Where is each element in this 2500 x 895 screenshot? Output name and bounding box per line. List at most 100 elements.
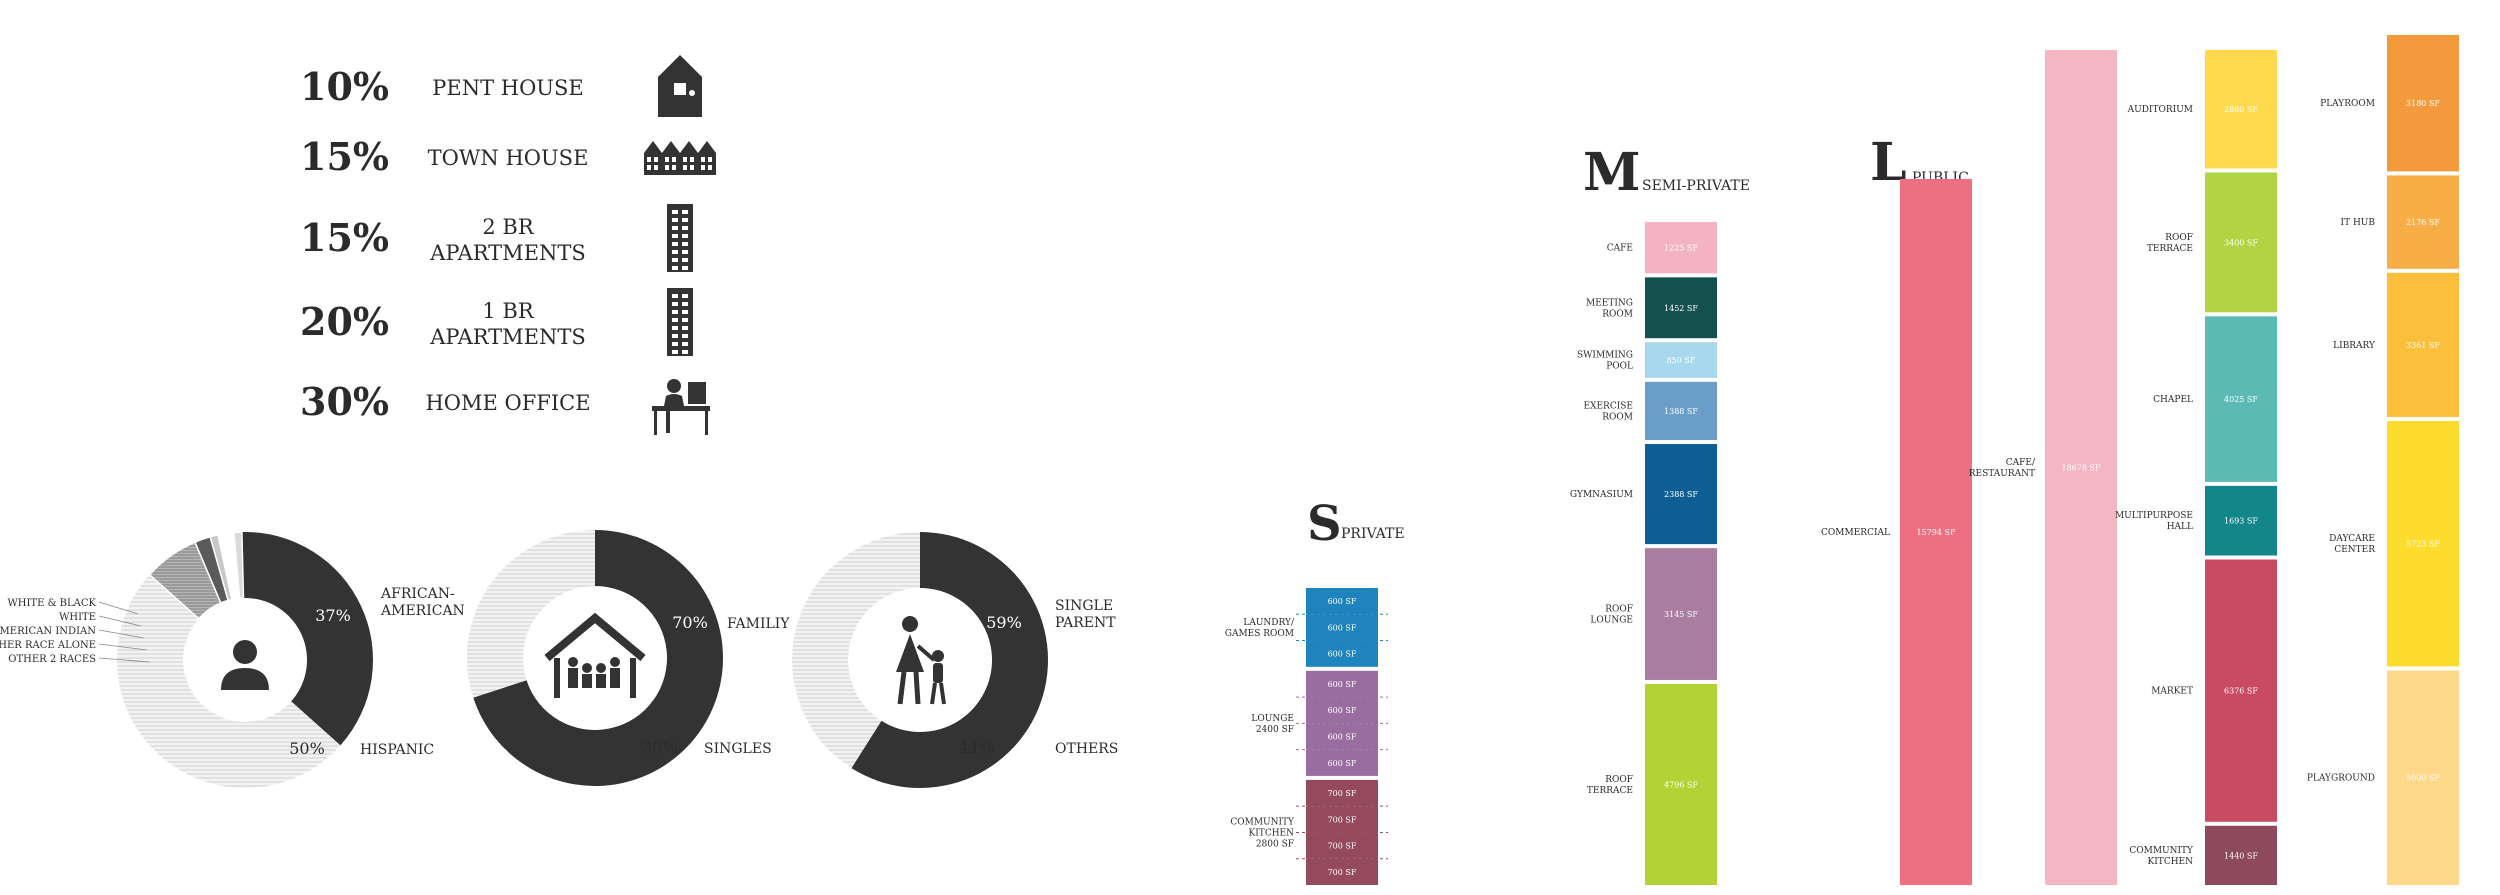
window: [672, 226, 678, 230]
parent-dress: [896, 634, 924, 672]
unit-value-label: 600 SF: [1328, 733, 1357, 742]
segment-label: CHAPEL: [2153, 395, 2193, 405]
window: [672, 326, 678, 330]
unit-value-label: 600 SF: [1328, 706, 1357, 715]
townhouse-unit: [644, 141, 662, 175]
program-title: PRIVATE: [1341, 526, 1405, 542]
townhouse-unit: [680, 141, 698, 175]
window: [654, 165, 658, 170]
donut-slice: [792, 532, 920, 769]
person-icon: [221, 640, 269, 690]
segment-label: EXERCISE: [1584, 401, 1634, 411]
housing-type-label: PENT HOUSE: [432, 76, 583, 100]
segment-value-label: 5000 SF: [2406, 774, 2440, 783]
housing-percent: 10%: [300, 64, 389, 109]
window: [672, 342, 678, 346]
unit-segment: [1306, 723, 1378, 750]
window: [682, 326, 688, 330]
housing-mix-row: 10% PENT HOUSE: [300, 55, 702, 117]
housing-type-label: TOWN HOUSE: [428, 146, 589, 170]
program-segment: [1645, 342, 1717, 378]
person-head: [610, 657, 620, 667]
segment-label: LOUNGE: [1590, 616, 1633, 626]
window: [672, 318, 678, 322]
unit-segment: [1306, 832, 1378, 859]
window: [682, 294, 688, 298]
window: [672, 157, 676, 162]
house-walls: [554, 658, 636, 698]
window: [674, 83, 686, 95]
public-segment: [2387, 35, 2459, 172]
donut-slice: [473, 530, 723, 786]
slice-callout-label: WHITE: [59, 612, 96, 623]
townhouse-unit: [698, 141, 716, 175]
segment-value-label: 4796 SF: [1664, 780, 1698, 789]
column-value-label: 15794 SF: [1916, 528, 1955, 537]
program-segment: [1645, 381, 1717, 441]
unit-value-label: 600 SF: [1328, 650, 1357, 659]
window: [682, 234, 688, 238]
donut-slice: [466, 530, 595, 698]
callout-leader: [98, 601, 139, 615]
child-legs: [930, 682, 946, 705]
slice-name-label: AMERICAN: [380, 603, 465, 619]
unit-segment: [1306, 614, 1378, 641]
townhouse-unit: [662, 141, 680, 175]
child-head: [932, 650, 944, 662]
unit-segment: [1306, 670, 1378, 698]
penthouse-icon: [658, 55, 702, 117]
desk-top: [652, 406, 710, 411]
window: [682, 318, 688, 322]
segment-label: AUDITORIUM: [2127, 105, 2193, 115]
group-label: 2400 SF: [1256, 725, 1294, 735]
segment-label: HALL: [2167, 522, 2193, 532]
segment-value-label: 4025 SF: [2224, 395, 2258, 404]
segment-label: PLAYROOM: [2320, 99, 2375, 109]
private-program-chart: S PRIVATE 600 SF 600 SF 600 SF LAUNDRY/GAMES …: [1225, 496, 1405, 885]
public-segment: [2205, 559, 2277, 822]
donut-slice: [117, 574, 341, 788]
window: [701, 157, 705, 162]
window: [647, 157, 651, 162]
window: [654, 157, 658, 162]
window: [682, 250, 688, 254]
program-letter: M: [1583, 142, 1641, 203]
window: [690, 157, 694, 162]
child-body: [933, 663, 943, 683]
window: [672, 242, 678, 246]
slice-value-label: 30%: [642, 738, 678, 757]
window: [683, 157, 687, 162]
group-label: LOUNGE: [1251, 714, 1294, 724]
program-segment: [1645, 277, 1717, 339]
callout-leader: [98, 657, 151, 663]
segment-label: MEETING: [1586, 298, 1633, 308]
segment-value-label: 2880 SF: [2224, 105, 2258, 114]
unit-value-label: 600 SF: [1328, 623, 1357, 632]
window: [682, 342, 688, 346]
home-office-icon: [652, 379, 710, 435]
program-segment: [1645, 444, 1717, 545]
housing-percent: 20%: [300, 299, 389, 344]
housing-percent: 15%: [300, 134, 389, 179]
segment-label: SWIMMING: [1577, 351, 1633, 361]
window: [672, 350, 678, 354]
slice-callout-label: OTHER RACE ALONE: [0, 640, 96, 651]
segment-label: MULTIPURPOSE: [2115, 511, 2193, 521]
public-column: [2045, 50, 2117, 885]
segment-value-label: 1693 SF: [2224, 517, 2258, 526]
segment-label: ROOM: [1602, 412, 1633, 422]
slice-name-label: OTHERS: [1055, 741, 1118, 757]
segment-value-label: 3145 SF: [1664, 610, 1698, 619]
group-label: KITCHEN: [1249, 828, 1295, 838]
person-head: [667, 379, 681, 393]
window: [682, 334, 688, 338]
program-segment: [1645, 683, 1717, 885]
tower-shape: [667, 288, 693, 356]
donut-chart: 70% FAMILIY 30% SINGLES: [466, 530, 790, 786]
segment-label: ROOM: [1602, 309, 1633, 319]
townhouse-icon: [644, 141, 716, 175]
tower-shape: [667, 204, 693, 272]
callout-leader: [98, 615, 142, 627]
